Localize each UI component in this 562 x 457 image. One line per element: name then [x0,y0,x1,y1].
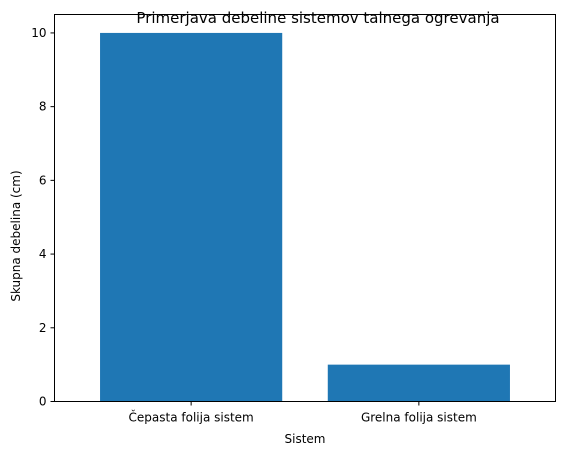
y-axis-ticks: 0 2 4 6 8 10 [31,26,55,409]
bar-group [100,32,510,402]
chart-title: Primerjava debeline sistemov talnega ogr… [136,9,499,27]
y-axis-label: Skupna debelina (cm) [9,170,23,301]
bar-1 [100,32,283,402]
x-tick-label-0: Čepasta folija sistem [129,410,254,425]
y-tick-label-0: 0 [39,395,47,409]
x-axis-label: Sistem [285,432,326,446]
x-axis-ticks: Čepasta folija sistem Grelna folija siste… [129,401,477,425]
y-tick-label-5: 10 [31,26,46,40]
plot-frame [54,14,556,402]
y-tick-label-3: 6 [39,173,47,187]
y-tick-label-2: 4 [39,247,47,261]
x-tick-label-1: Grelna folija sistem [361,411,477,425]
y-tick-label-4: 8 [39,100,47,114]
y-tick-label-1: 2 [39,321,47,335]
bar-2 [327,364,510,402]
